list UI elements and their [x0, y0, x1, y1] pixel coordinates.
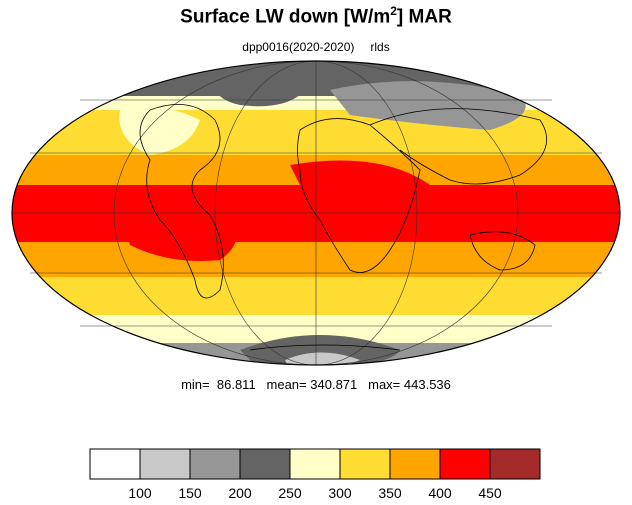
colorbar-tick-label: 450	[478, 485, 502, 501]
north-america-cold	[119, 106, 200, 155]
colorbar-swatch	[189, 448, 241, 480]
colorbar-swatch	[289, 448, 341, 480]
colorbar-tick-label: 100	[128, 485, 152, 501]
colorbar-swatch	[339, 448, 391, 480]
stats-line: min= 86.811 mean= 340.871 max= 443.536	[181, 377, 451, 392]
colorbar-swatch	[489, 448, 541, 480]
africa-warm	[290, 160, 431, 193]
colorbar-tick-label: 350	[378, 485, 402, 501]
map-title: Surface LW down [W/m2] MAR	[180, 4, 452, 28]
colorbar-tick-label: 300	[328, 485, 352, 501]
colorbar-swatch	[439, 448, 491, 480]
colorbar-tick-label: 200	[228, 485, 252, 501]
siberia-region	[330, 81, 526, 130]
antarctica-plateau	[285, 352, 360, 365]
south-america-warm	[120, 192, 238, 261]
variable-label: rlds	[370, 40, 390, 54]
map-border	[11, 60, 621, 366]
colorbar-swatch	[389, 448, 441, 480]
colorbar-tick-label: 250	[278, 485, 302, 501]
colorbar-swatch	[239, 448, 291, 480]
colorbar-swatch	[89, 448, 141, 480]
experiment-label: dpp0016(2020-2020)	[242, 40, 355, 54]
map-subtitle: dpp0016(2020-2020) rlds	[0, 40, 632, 54]
coastlines	[139, 104, 548, 351]
colorbar-tick-label: 400	[428, 485, 452, 501]
colorbar-swatch	[139, 448, 191, 480]
colorbar-tick-label: 150	[178, 485, 202, 501]
